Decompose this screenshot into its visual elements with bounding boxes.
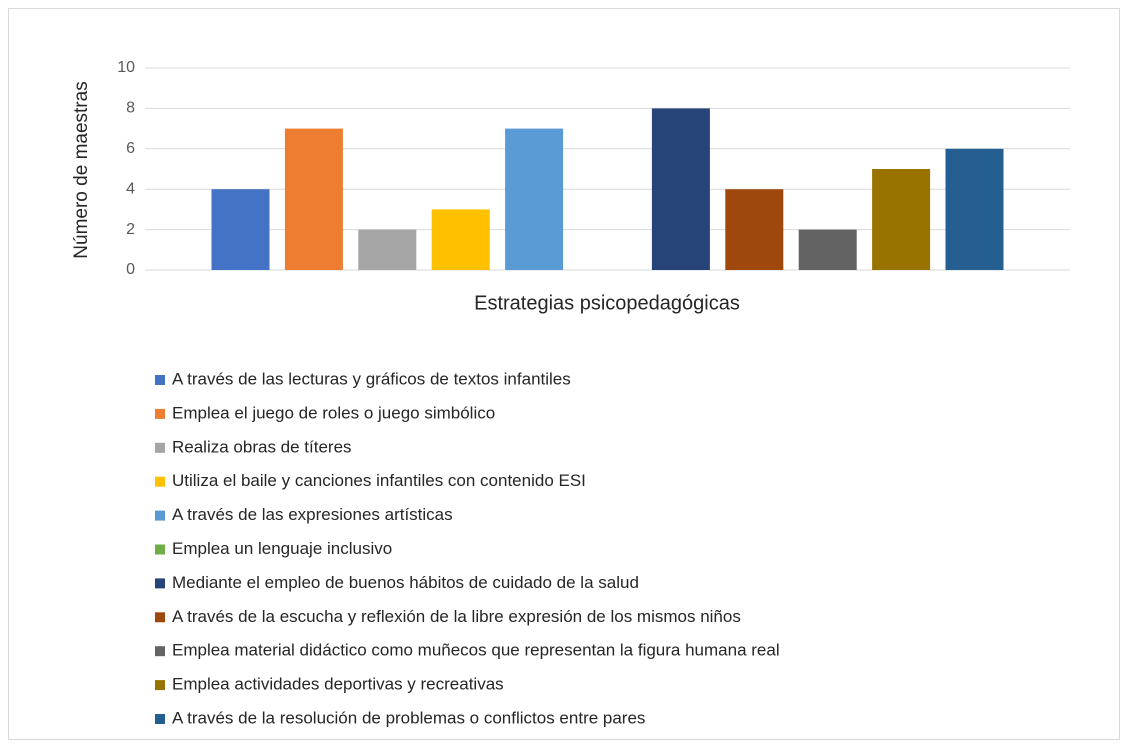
legend-label: Utiliza el baile y canciones infantiles … (172, 471, 586, 490)
legend-swatch (155, 544, 165, 555)
y-tick-label: 4 (126, 180, 135, 197)
legend-swatch (155, 680, 165, 691)
bar (798, 229, 857, 270)
bar (651, 108, 710, 271)
legend-label: Emplea el juego de roles o juego simbóli… (172, 403, 495, 422)
chart-frame (8, 8, 1120, 740)
legend-label: Emplea actividades deportivas y recreati… (172, 675, 504, 694)
y-tick-label: 6 (126, 140, 135, 157)
legend-label: A través de las lecturas y gráficos de t… (172, 369, 571, 388)
legend-label: Mediante el empleo de buenos hábitos de … (172, 573, 639, 592)
bar (505, 128, 564, 270)
legend-label: Emplea material didáctico como muñecos q… (172, 641, 780, 660)
legend-swatch (155, 578, 165, 589)
bar (358, 229, 417, 270)
y-tick-label: 0 (126, 261, 135, 278)
bar (284, 128, 343, 270)
bar (725, 189, 784, 270)
y-axis-title: Número de maestras (71, 81, 92, 258)
legend-label: A través de las expresiones artísticas (172, 505, 453, 524)
legend-label: A través de la resolución de problemas o… (172, 708, 645, 727)
y-tick-label: 2 (126, 221, 135, 238)
bar (211, 189, 270, 270)
legend-label: Emplea un lenguaje inclusivo (172, 539, 392, 558)
legend-swatch (155, 714, 165, 724)
legend-swatch (155, 646, 165, 657)
legend-swatch (155, 408, 165, 419)
legend-swatch (155, 476, 165, 487)
legend-label: A través de la escucha y reflexión de la… (172, 607, 741, 626)
legend-swatch (155, 612, 165, 623)
legend-swatch (155, 442, 165, 453)
legend-label: Realiza obras de títeres (172, 437, 352, 456)
legend-swatch (155, 375, 165, 385)
bar (945, 148, 1004, 270)
y-tick-label: 10 (117, 59, 135, 76)
y-tick-label: 8 (126, 100, 135, 117)
bar (431, 209, 490, 270)
bar (872, 169, 931, 270)
legend-swatch (155, 510, 165, 521)
x-axis-title: Estrategias psicopedagógicas (474, 292, 740, 314)
